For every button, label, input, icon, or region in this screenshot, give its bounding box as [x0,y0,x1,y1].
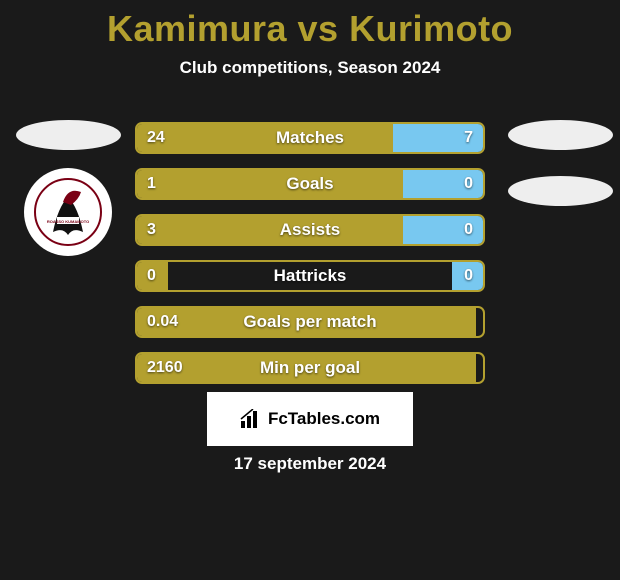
stat-row: 2160Min per goal [135,352,485,384]
stat-row: 10Goals [135,168,485,200]
page-subtitle: Club competitions, Season 2024 [0,58,620,78]
player-right-name-placeholder [508,120,613,150]
page-title: Kamimura vs Kurimoto [0,0,620,50]
stat-label: Assists [137,216,483,244]
right-player-column [500,120,620,224]
stat-row: 30Assists [135,214,485,246]
bar-chart-icon [240,409,262,429]
left-player-column: ROASSO KUMAMOTO [8,120,128,256]
player-left-name-placeholder [16,120,121,150]
stat-label: Matches [137,124,483,152]
stat-label: Goals per match [137,308,483,336]
player-left-logo: ROASSO KUMAMOTO [24,168,112,256]
attribution-text: FcTables.com [268,409,380,429]
svg-text:ROASSO KUMAMOTO: ROASSO KUMAMOTO [47,219,89,224]
stat-row: 0.04Goals per match [135,306,485,338]
stat-row: 00Hattricks [135,260,485,292]
stat-label: Goals [137,170,483,198]
stat-label: Hattricks [137,262,483,290]
club-logo-icon: ROASSO KUMAMOTO [33,177,103,247]
stat-label: Min per goal [137,354,483,382]
stat-row: 247Matches [135,122,485,154]
date-label: 17 september 2024 [0,454,620,474]
player-right-logo-placeholder [508,176,613,206]
attribution-badge: FcTables.com [207,392,413,446]
stats-comparison: 247Matches 10Goals 30Assists 00Hattricks 0.0… [135,122,485,398]
